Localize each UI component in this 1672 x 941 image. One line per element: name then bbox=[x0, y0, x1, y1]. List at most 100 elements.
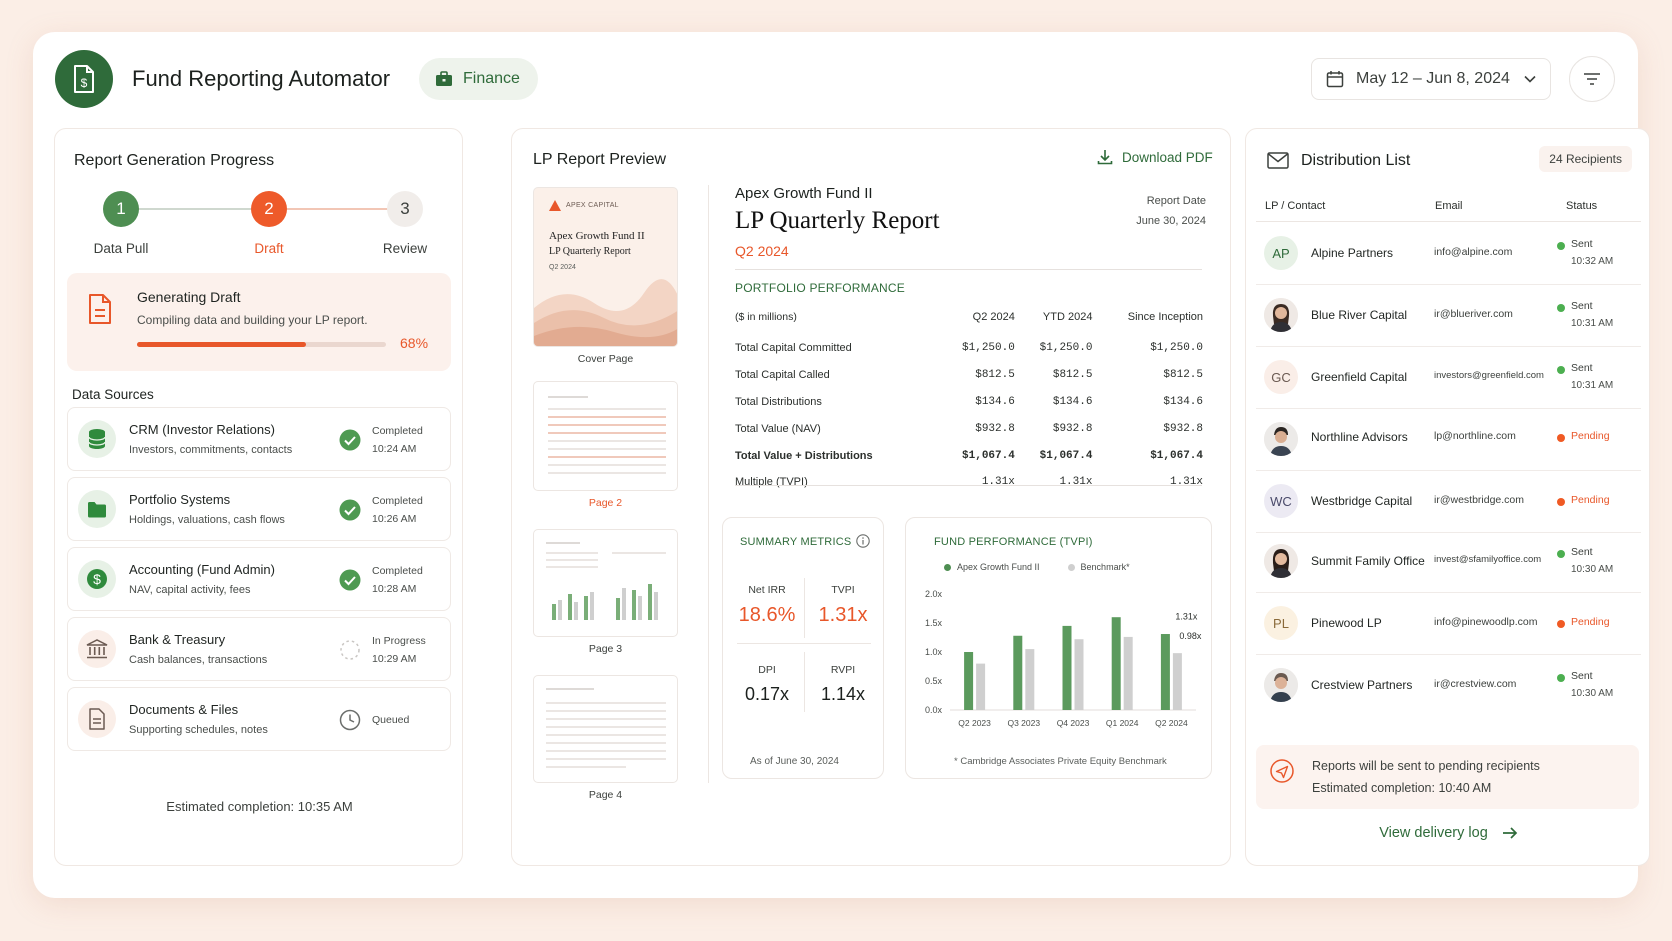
report-quarter: Q2 2024 bbox=[735, 243, 789, 259]
table-cell: Total Distributions bbox=[735, 395, 822, 408]
chart-footnote: * Cambridge Associates Private Equity Be… bbox=[954, 756, 1167, 767]
source-name: Accounting (Fund Admin) bbox=[129, 562, 275, 577]
lp-row[interactable]: Crestview Partners ir@crestview.com Sent… bbox=[1256, 655, 1641, 717]
thumbnail-page-3[interactable] bbox=[533, 529, 678, 637]
lp-email: info@pinewoodlp.com bbox=[1434, 616, 1538, 628]
column-header: Status bbox=[1566, 200, 1598, 212]
data-source-row-bank[interactable]: Bank & Treasury Cash balances, transacti… bbox=[67, 617, 451, 681]
progress-panel-title: Report Generation Progress bbox=[74, 152, 275, 169]
thumb-text-line bbox=[546, 726, 666, 728]
table-cell: $812.5 bbox=[975, 369, 1015, 382]
portfolio-performance-title: PORTFOLIO PERFORMANCE bbox=[735, 281, 905, 295]
thumb-text-line bbox=[546, 718, 666, 720]
step-3-circle[interactable]: 3 bbox=[387, 191, 423, 227]
download-pdf-button[interactable]: Download PDF bbox=[1097, 149, 1213, 165]
lp-time: 10:31 AM bbox=[1571, 318, 1614, 329]
table-cell: $812.5 bbox=[1052, 369, 1093, 382]
lp-time: 10:31 AM bbox=[1571, 380, 1614, 391]
avatar bbox=[1264, 298, 1298, 332]
data-source-row-portfolio[interactable]: Portfolio Systems Holdings, valuations, … bbox=[67, 477, 451, 541]
avatar bbox=[1264, 544, 1298, 578]
source-status: Completed bbox=[372, 425, 423, 437]
filter-button[interactable] bbox=[1569, 56, 1615, 102]
cover-quarter: Q2 2024 bbox=[549, 264, 576, 271]
person-avatar-icon bbox=[1264, 668, 1298, 702]
cover-brand: APEX CAPITAL bbox=[566, 202, 619, 209]
lp-row[interactable]: GC Greenfield Capital investors@greenfie… bbox=[1256, 347, 1641, 409]
summary-footnote: As of June 30, 2024 bbox=[750, 756, 839, 767]
thumb-text-line bbox=[546, 702, 666, 704]
lp-name: Blue River Capital bbox=[1311, 308, 1408, 322]
report-date: June 30, 2024 bbox=[1136, 215, 1206, 227]
send-icon bbox=[1270, 759, 1294, 783]
category-pill[interactable]: Finance bbox=[419, 58, 538, 100]
table-cell: $1,067.4 bbox=[962, 449, 1015, 462]
y-tick-label: 1.0x bbox=[925, 647, 943, 657]
data-source-row-documents[interactable]: Documents & Files Supporting schedules, … bbox=[67, 687, 451, 751]
thumb-text-line bbox=[546, 758, 666, 760]
thumb-text-line bbox=[546, 766, 626, 768]
lp-row[interactable]: Summit Family Office invest@sfamilyoffic… bbox=[1256, 531, 1641, 593]
benchmark-bar bbox=[1172, 653, 1182, 710]
source-time: 10:26 AM bbox=[372, 513, 417, 525]
source-status: Queued bbox=[372, 714, 410, 726]
thumb-label-cover: Cover Page bbox=[577, 353, 634, 365]
table-cell: $1,067.4 bbox=[1150, 449, 1203, 462]
thumbnail-page-4[interactable] bbox=[533, 675, 678, 783]
view-delivery-log-link[interactable]: View delivery log bbox=[1246, 825, 1651, 841]
pending-note-line-1: Reports will be sent to pending recipien… bbox=[1312, 759, 1540, 773]
svg-text:$: $ bbox=[93, 571, 101, 587]
summary-metrics-card: SUMMARY METRICS Net IRR 18.6% TVPI 1.31x… bbox=[722, 517, 884, 779]
metric-label: RVPI bbox=[830, 664, 856, 676]
lp-email: investors@greenfield.com bbox=[1434, 370, 1544, 381]
thumbnail-page-2[interactable] bbox=[533, 381, 678, 491]
thumb-text-line bbox=[546, 734, 666, 736]
source-name: Documents & Files bbox=[129, 702, 239, 717]
thumb-text-line bbox=[546, 566, 598, 568]
estimated-completion: Estimated completion: 10:35 AM bbox=[166, 799, 353, 814]
bank-icon bbox=[78, 630, 116, 668]
lp-row[interactable]: WC Westbridge Capital ir@westbridge.com … bbox=[1256, 471, 1641, 533]
thumb-label-page-3: Page 3 bbox=[588, 643, 623, 655]
benchmark-bar bbox=[1123, 636, 1133, 710]
metric-divider bbox=[804, 578, 805, 638]
info-icon[interactable] bbox=[856, 534, 870, 548]
fund-bar bbox=[1062, 625, 1072, 710]
metric-value-net-irr: 18.6% bbox=[738, 604, 796, 626]
step-2-circle[interactable]: 2 bbox=[251, 191, 287, 227]
calendar-icon bbox=[1326, 71, 1344, 88]
lp-row[interactable]: AP Alpine Partners info@alpine.com Sent … bbox=[1256, 223, 1641, 285]
lp-row[interactable]: Blue River Capital ir@blueriver.com Sent… bbox=[1256, 285, 1641, 347]
table-header: Q2 2024 bbox=[972, 311, 1015, 323]
status-dot bbox=[1557, 674, 1565, 682]
table-cell: $932.8 bbox=[1163, 422, 1203, 435]
report-rule bbox=[735, 269, 1202, 270]
table-cell: $134.6 bbox=[1052, 395, 1093, 408]
thumb-text-line bbox=[548, 472, 666, 474]
thumb-text-line bbox=[546, 559, 598, 561]
step-connector-2 bbox=[287, 208, 405, 210]
person-avatar-icon bbox=[1264, 544, 1298, 578]
recipients-badge: 24 Recipients bbox=[1539, 146, 1632, 172]
data-source-row-accounting[interactable]: $ Accounting (Fund Admin) NAV, capital a… bbox=[67, 547, 451, 611]
lp-row[interactable]: Northline Advisors lp@northline.com Pend… bbox=[1256, 409, 1641, 471]
data-source-row-crm[interactable]: CRM (Investor Relations) Investors, comm… bbox=[67, 407, 451, 471]
report-fund-name: Apex Growth Fund II bbox=[735, 185, 873, 202]
lp-status: Sent bbox=[1571, 670, 1593, 682]
table-cell: $932.8 bbox=[1052, 422, 1093, 435]
x-tick-label: Q4 2023 bbox=[1057, 718, 1090, 728]
step-1-circle[interactable]: 1 bbox=[103, 191, 139, 227]
chart-legend: Apex Growth Fund II Benchmark* bbox=[944, 562, 1130, 572]
table-cell: 1.31x bbox=[1059, 476, 1093, 489]
table-header: ($ in millions) bbox=[735, 311, 797, 323]
thumbnail-cover-page[interactable]: APEX CAPITAL Apex Growth Fund II LP Quar… bbox=[533, 187, 678, 347]
date-range-value: May 12 – Jun 8, 2024 bbox=[1356, 70, 1510, 87]
metric-label: Net IRR bbox=[748, 584, 786, 596]
date-range-picker[interactable]: May 12 – Jun 8, 2024 bbox=[1311, 58, 1551, 100]
table-cell: Total Capital Called bbox=[735, 369, 830, 382]
dollar-document-icon: $ bbox=[74, 65, 94, 93]
fund-performance-chart: 0.0x 0.5x 1.0x 1.5x 2.0x Q2 2023 Q3 2023 Q4 202… bbox=[925, 589, 1202, 728]
lp-row[interactable]: PL Pinewood LP info@pinewoodlp.com Pendi… bbox=[1256, 593, 1641, 655]
lp-status: Sent bbox=[1571, 362, 1593, 374]
avatar: WC bbox=[1264, 484, 1298, 518]
